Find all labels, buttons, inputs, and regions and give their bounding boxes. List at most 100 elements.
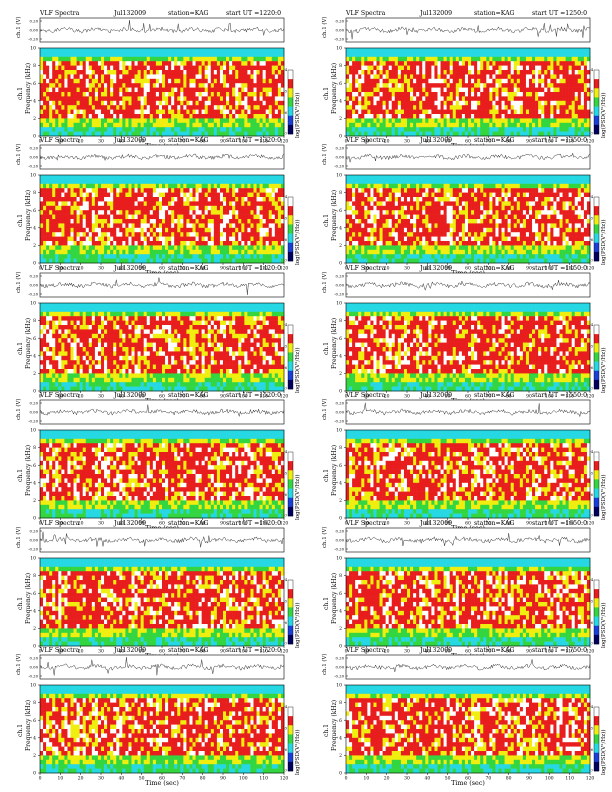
spectrogram-cell [171, 254, 175, 260]
spectrogram-cell [88, 74, 93, 80]
spectrogram-cell [43, 65, 47, 71]
spectrogram-cell [271, 109, 276, 115]
spectrogram-cell [464, 92, 469, 97]
spectrogram-cell [64, 65, 68, 71]
spectrogram-cell [513, 48, 518, 53]
spectrogram-cell [219, 223, 224, 229]
spectrogram-cell [394, 114, 399, 119]
spectrogram-cell [277, 92, 282, 97]
spectrogram-cell [247, 241, 251, 247]
spectrogram-cell [244, 87, 248, 93]
spectrogram-cell [256, 100, 260, 106]
spectrogram-cell [61, 61, 65, 66]
spectrogram-cell [510, 105, 515, 110]
spectrogram-cell [262, 109, 266, 115]
spectrogram-cell [195, 118, 199, 124]
spectrogram-cell [373, 109, 377, 115]
spectrogram-cell [210, 131, 215, 137]
spectrogram-cell [131, 92, 135, 97]
spectrogram-cell [46, 70, 50, 75]
spectrogram-cell [535, 48, 539, 53]
spectrogram-cell [271, 236, 276, 242]
spectrogram-cell [483, 83, 487, 88]
spectrogram-cell [88, 118, 93, 124]
spectrogram-cell [571, 96, 576, 102]
spectrogram-cell [434, 100, 438, 106]
spectrogram-cell [189, 52, 193, 58]
spectrogram-cell [474, 48, 478, 53]
spectrogram-cell [232, 96, 236, 102]
spectrogram-cell [538, 78, 542, 84]
spectrogram-cell [428, 74, 432, 80]
spectrogram-cell [104, 131, 108, 137]
spectrogram-cell [556, 127, 560, 132]
spectrogram-cell [547, 92, 551, 97]
spectrogram-cell [553, 96, 557, 102]
spectrogram-cell [364, 65, 368, 71]
spectrogram-cell [265, 131, 270, 137]
spectrogram-cell [376, 127, 380, 132]
spectrogram-cell [116, 114, 120, 119]
spectrogram-cell [192, 188, 196, 194]
spectrogram-cell [413, 96, 417, 102]
spectrogram-cell [458, 52, 463, 58]
spectrogram-cell [253, 65, 257, 71]
spectrogram-cell [535, 96, 539, 102]
spectrogram-cell [64, 206, 68, 211]
spectrogram-cell [97, 65, 102, 71]
spectrogram-cell [461, 83, 466, 88]
spectrogram-cell [379, 87, 383, 93]
spectrogram-cell [125, 232, 129, 238]
spectrogram-cell [82, 228, 87, 233]
spectrogram-cell [474, 65, 478, 71]
spectrogram-cell [229, 100, 233, 106]
waveform-trace [39, 20, 285, 36]
spectrogram-cell [61, 83, 65, 88]
spectrogram-cell [107, 127, 111, 132]
spectrogram-cell [504, 131, 508, 137]
spectrogram-cell [538, 74, 542, 80]
spectrogram-cell [82, 254, 87, 260]
spectrogram-cell [425, 87, 429, 93]
spectrogram-cell [210, 118, 215, 124]
spectrogram-cell [119, 192, 123, 198]
spectrogram-cell [104, 127, 108, 132]
spectrogram-cell [259, 192, 263, 198]
spectrogram-cell [88, 241, 93, 247]
spectrogram-cell [85, 192, 90, 198]
spectrogram-cell [85, 219, 90, 225]
spectrogram-cell [174, 114, 178, 119]
spectrogram-cell [207, 105, 212, 110]
spectrogram-cell [434, 87, 438, 93]
spectrogram-cell [76, 258, 80, 264]
spectrogram-cell [437, 122, 441, 128]
spectrogram-cell [73, 122, 77, 128]
spectrogram-cell [492, 131, 496, 137]
y-tick-label: 4 [339, 98, 342, 104]
spectrogram-cell [149, 118, 154, 124]
spectrogram-cell [501, 83, 505, 88]
spectrogram-cell [195, 254, 199, 260]
spectrogram-cell [122, 78, 126, 84]
spectrogram-cell [104, 92, 108, 97]
spectrogram-cell [440, 78, 444, 84]
spectrogram-cell [410, 109, 414, 115]
spectrogram-cell [125, 83, 129, 88]
spectrogram-cell [492, 65, 496, 71]
spectrogram-cell [186, 61, 190, 66]
spectrogram-cell [162, 83, 166, 88]
spectrogram-cell [498, 114, 502, 119]
spectrogram-cell [235, 127, 239, 132]
spectrogram-cell [370, 87, 374, 93]
spectrogram-cell [201, 184, 205, 189]
spectrogram-cell [486, 56, 490, 62]
spectrogram-cell [91, 228, 96, 233]
spectrogram-cell [146, 105, 151, 110]
spectrogram-cell [79, 78, 83, 84]
spectrogram-cell [449, 65, 454, 71]
spectrogram-cell [522, 114, 527, 119]
spectrogram-cell [413, 52, 417, 58]
spectrogram-cell [535, 118, 539, 124]
spectrogram-cell [259, 109, 263, 115]
spectrogram-cell [158, 70, 163, 75]
